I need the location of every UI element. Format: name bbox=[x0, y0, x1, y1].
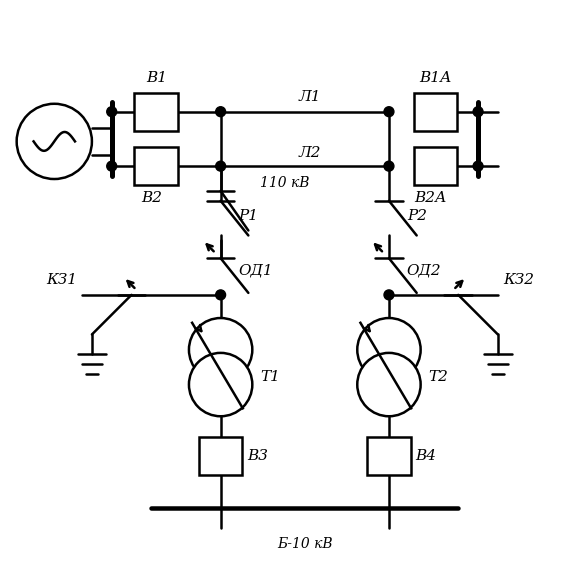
Text: В2А: В2А bbox=[414, 191, 447, 205]
Bar bbox=[199, 437, 243, 475]
Circle shape bbox=[107, 107, 116, 117]
Circle shape bbox=[216, 107, 225, 117]
Circle shape bbox=[189, 318, 252, 381]
Circle shape bbox=[473, 107, 483, 117]
Text: ОД1: ОД1 bbox=[239, 263, 273, 277]
Circle shape bbox=[384, 107, 394, 117]
Text: В2: В2 bbox=[141, 191, 162, 205]
Text: Т1: Т1 bbox=[260, 370, 280, 384]
Text: Л2: Л2 bbox=[299, 146, 321, 160]
Text: Л1: Л1 bbox=[299, 90, 321, 104]
Text: 110 кВ: 110 кВ bbox=[260, 176, 310, 190]
Text: В3: В3 bbox=[248, 449, 268, 463]
Circle shape bbox=[384, 161, 394, 171]
Text: Р2: Р2 bbox=[407, 209, 427, 222]
Bar bbox=[135, 148, 178, 185]
Circle shape bbox=[216, 161, 225, 171]
Circle shape bbox=[189, 353, 252, 416]
Circle shape bbox=[107, 161, 116, 171]
Circle shape bbox=[357, 353, 421, 416]
Bar bbox=[135, 93, 178, 131]
Bar bbox=[414, 93, 457, 131]
Text: КЗ1: КЗ1 bbox=[46, 273, 77, 287]
Text: Б-10 кВ: Б-10 кВ bbox=[277, 538, 333, 551]
Bar bbox=[414, 148, 457, 185]
Text: В4: В4 bbox=[416, 449, 437, 463]
Bar bbox=[367, 437, 411, 475]
Text: Т2: Т2 bbox=[429, 370, 448, 384]
Circle shape bbox=[384, 290, 394, 300]
Text: В1А: В1А bbox=[419, 71, 452, 85]
Text: ОД2: ОД2 bbox=[407, 263, 441, 277]
Text: КЗ2: КЗ2 bbox=[503, 273, 534, 287]
Circle shape bbox=[473, 161, 483, 171]
Text: В1: В1 bbox=[146, 71, 167, 85]
Circle shape bbox=[357, 318, 421, 381]
Circle shape bbox=[16, 104, 92, 179]
Text: Р1: Р1 bbox=[239, 209, 258, 222]
Circle shape bbox=[216, 290, 225, 300]
